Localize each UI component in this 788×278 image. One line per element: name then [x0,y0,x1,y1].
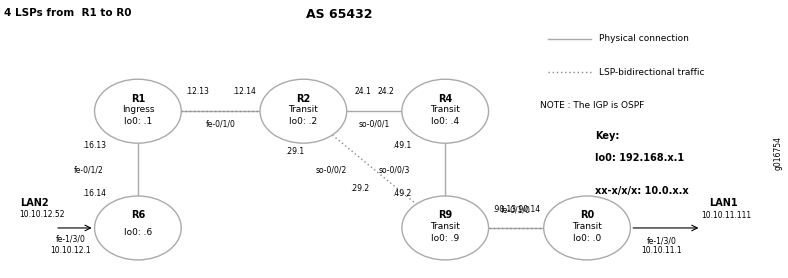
Text: 10.10.11.1: 10.10.11.1 [641,246,682,255]
Text: Key:: Key: [595,131,619,141]
Text: R6: R6 [131,210,145,220]
Ellipse shape [544,196,630,260]
Ellipse shape [402,196,489,260]
Text: 24.1: 24.1 [354,87,371,96]
Text: fe-0/1/2: fe-0/1/2 [74,165,104,174]
Text: .49.1: .49.1 [392,142,411,150]
Text: .29.2: .29.2 [350,184,370,193]
Text: fe-0/1/0: fe-0/1/0 [501,205,531,214]
Text: 10.10.12.52: 10.10.12.52 [20,210,65,219]
Text: R0: R0 [580,210,594,220]
Text: fe-1/3/0: fe-1/3/0 [56,235,86,244]
Text: NOTE : The IGP is OSPF: NOTE : The IGP is OSPF [540,101,644,110]
Text: .16.13: .16.13 [83,142,106,150]
Text: lo0: .4: lo0: .4 [431,117,459,126]
Text: LAN2: LAN2 [20,198,48,208]
Text: Transit: Transit [288,105,318,114]
Ellipse shape [402,79,489,143]
Text: xx-x/x/x: 10.0.x.x: xx-x/x/x: 10.0.x.x [595,186,689,196]
Text: 10.10.11.111: 10.10.11.111 [701,211,752,220]
Text: lo0: .1: lo0: .1 [124,117,152,126]
Text: Ingress: Ingress [121,105,154,114]
Text: so-0/0/2: so-0/0/2 [315,165,347,174]
Text: 24.2: 24.2 [377,87,395,96]
Text: Transit: Transit [430,222,460,231]
Text: so-0/0/1: so-0/0/1 [359,119,390,128]
Text: Transit: Transit [572,222,602,231]
Text: .49.2: .49.2 [392,189,411,198]
Text: so-0/0/3: so-0/0/3 [378,165,410,174]
Text: AS 65432: AS 65432 [306,8,372,21]
Text: .12.13: .12.13 [185,87,209,96]
Text: LSP-bidirectional traffic: LSP-bidirectional traffic [599,68,704,77]
Text: Physical connection: Physical connection [599,34,689,43]
Text: fe-1/3/0: fe-1/3/0 [647,236,677,245]
Text: lo0: .0: lo0: .0 [573,234,601,243]
Text: 4 LSPs from  R1 to R0: 4 LSPs from R1 to R0 [4,8,132,18]
Text: fe-0/1/0: fe-0/1/0 [206,119,236,128]
Ellipse shape [260,79,347,143]
Ellipse shape [95,79,181,143]
Text: Transit: Transit [430,105,460,114]
Text: .16.14: .16.14 [83,189,106,198]
Text: .90.14: .90.14 [516,205,540,214]
Text: R1: R1 [131,94,145,104]
Text: lo0: .6: lo0: .6 [124,228,152,237]
Text: 10.10.12.1: 10.10.12.1 [50,246,91,255]
Ellipse shape [95,196,181,260]
Text: R2: R2 [296,94,310,104]
Text: R4: R4 [438,94,452,104]
Text: .29.1: .29.1 [284,147,304,155]
Text: lo0: .2: lo0: .2 [289,117,318,126]
Text: lo0: .9: lo0: .9 [431,234,459,243]
Text: g016754: g016754 [774,136,783,170]
Text: .90.13: .90.13 [492,205,516,214]
Text: R9: R9 [438,210,452,220]
Text: LAN1: LAN1 [709,198,738,208]
Text: lo0: 192.168.x.1: lo0: 192.168.x.1 [595,153,684,163]
Text: .12.14: .12.14 [232,87,256,96]
